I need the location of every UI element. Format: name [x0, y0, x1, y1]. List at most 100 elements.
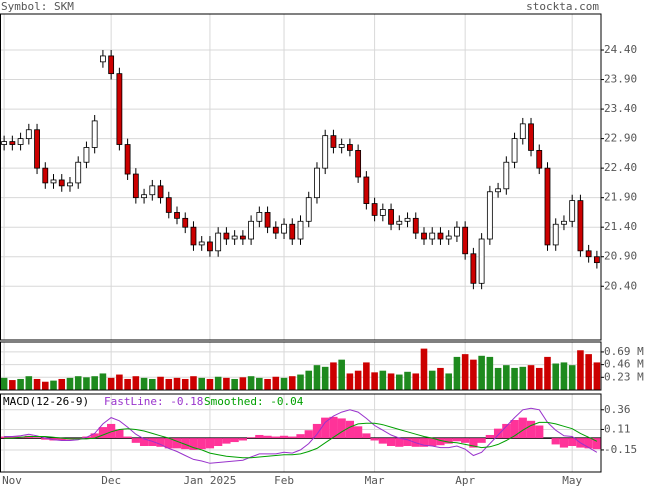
candle-body	[478, 238, 485, 284]
symbol-label: Symbol: SKM	[1, 0, 74, 13]
candle-body	[470, 253, 477, 284]
volume-bar	[116, 374, 123, 390]
price-tick-label: 22.40	[604, 161, 637, 174]
volume-bar	[239, 377, 247, 390]
candle-body	[239, 235, 246, 240]
macd-histogram-bar	[214, 438, 223, 446]
candle-body	[297, 220, 304, 240]
candle-body	[272, 226, 279, 234]
volume-bar	[17, 378, 24, 390]
volume-bar	[354, 370, 362, 390]
macd-histogram-bar	[263, 435, 272, 439]
candle-body	[511, 138, 518, 163]
macd-histogram-bar	[181, 438, 190, 450]
macd-histogram-bar	[568, 438, 577, 446]
volume-bar	[74, 376, 82, 390]
macd-histogram-bar	[304, 430, 313, 439]
candle-body	[190, 226, 197, 246]
candle-body	[445, 235, 452, 240]
volume-bar	[445, 373, 452, 390]
volume-bar	[379, 370, 387, 390]
panel-frame	[0, 13, 602, 341]
volume-bar	[577, 350, 584, 390]
volume-bar	[330, 362, 337, 390]
candle-body	[462, 226, 469, 255]
candle-body	[519, 123, 526, 140]
candle-body	[454, 226, 460, 237]
candle-body	[569, 200, 576, 222]
volume-bar	[412, 373, 420, 390]
candle-body	[141, 194, 147, 199]
volume-bar	[41, 381, 49, 390]
macd-tick-label: 0.11	[604, 422, 631, 435]
price-tick-label: 21.90	[604, 191, 637, 204]
volume-bar	[223, 377, 230, 390]
volume-tick-label: 0.23 M	[604, 370, 644, 383]
macd-histogram-bar	[98, 427, 108, 439]
macd-histogram-bar	[164, 438, 173, 449]
candle-body	[223, 232, 230, 240]
volume-bar	[387, 373, 395, 390]
volume-bar	[25, 376, 33, 390]
candle-body	[281, 223, 287, 234]
candle-body	[165, 197, 172, 213]
volume-bar	[527, 365, 535, 390]
volume-bar	[181, 378, 189, 390]
volume-bar	[165, 378, 173, 390]
macd-histogram-bar	[592, 438, 601, 450]
volume-bar	[321, 366, 329, 390]
macd-histogram-bar	[362, 433, 371, 439]
macd-histogram-bar	[197, 438, 206, 450]
macd-histogram-bar	[485, 434, 494, 439]
candle-body	[116, 73, 123, 145]
volume-bar	[478, 355, 485, 390]
volume-bar	[297, 374, 304, 390]
macd-histogram-bar	[131, 438, 140, 443]
macd-histogram-bar	[444, 438, 453, 444]
volume-bar	[206, 378, 214, 390]
macd-histogram-bar	[57, 438, 66, 441]
candle-body	[67, 182, 73, 187]
volume-bar	[420, 348, 428, 390]
macd-histogram-bar	[428, 438, 437, 446]
candle-body	[108, 55, 115, 75]
macd-histogram-bar	[436, 438, 445, 446]
macd-histogram-bar	[386, 438, 396, 446]
macd-tick-label: 0.36	[604, 403, 631, 416]
candle-body	[207, 241, 213, 252]
volume-bar	[494, 367, 502, 390]
macd-histogram-bar	[123, 436, 132, 439]
volume-bar	[247, 376, 255, 390]
macd-histogram-bar	[230, 438, 239, 443]
volume-bar	[305, 370, 313, 390]
volume-bar	[157, 376, 164, 390]
macd-histogram-bar	[189, 438, 198, 450]
candle-body	[371, 203, 378, 216]
macd-histogram-bar	[296, 434, 305, 439]
volume-bar	[453, 356, 461, 390]
x-tick-label: Jan 2025	[183, 474, 236, 486]
macd-histogram-bar	[354, 426, 363, 439]
macd-histogram-bar	[32, 437, 42, 439]
candle-body	[248, 220, 255, 240]
macd-histogram-bar	[90, 433, 99, 439]
candle-body	[149, 185, 156, 196]
macd-histogram-bar	[584, 438, 593, 449]
price-tick-label: 21.40	[604, 220, 637, 233]
candle-body	[50, 179, 57, 184]
candle-body	[585, 250, 592, 258]
volume-bar	[593, 362, 601, 390]
panel-frame	[0, 341, 602, 391]
x-tick-label: Feb	[274, 474, 294, 486]
volume-bar	[66, 377, 74, 390]
macd-title: MACD(12-26-9)	[3, 395, 89, 408]
macd-histogram-bar	[271, 436, 280, 439]
volume-bar	[511, 367, 518, 390]
volume-bar	[428, 370, 436, 390]
volume-bar	[9, 380, 16, 390]
volume-bar	[99, 373, 107, 390]
candle-body	[17, 138, 24, 145]
candle-body	[330, 135, 337, 148]
candle-body	[83, 147, 90, 163]
volume-bar	[124, 378, 131, 390]
